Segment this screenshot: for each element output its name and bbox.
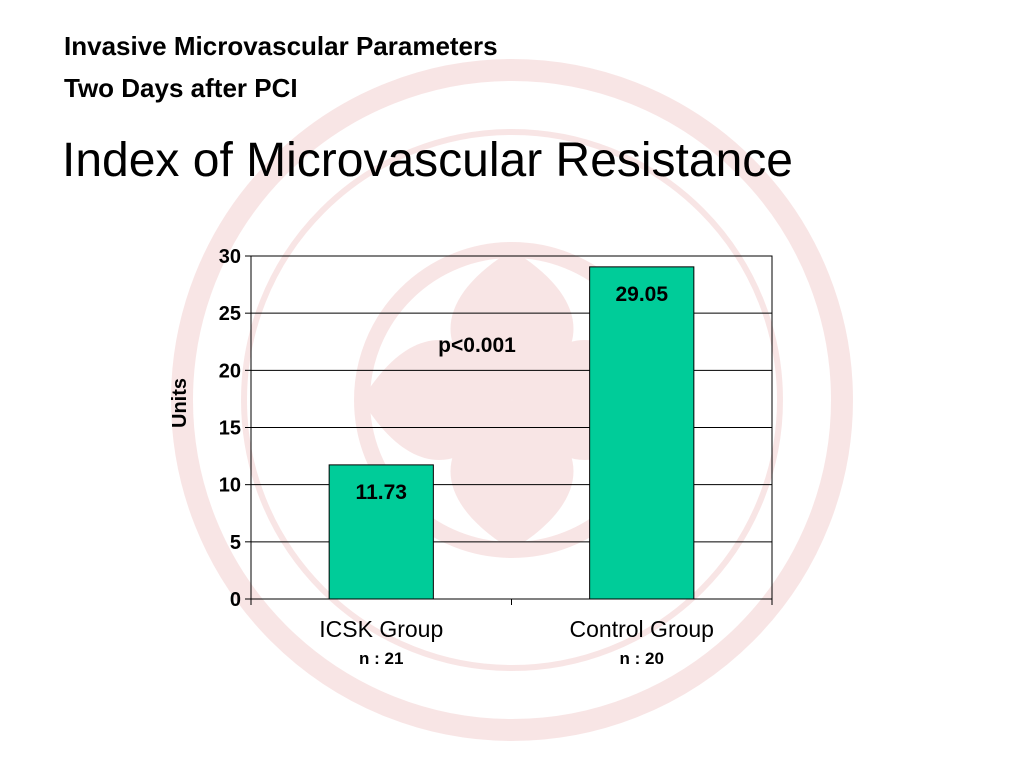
y-tick-label: 25 [219,303,241,325]
y-tick-label: 5 [230,532,241,554]
data-labels: 11.73 29.05 [356,283,669,504]
y-tick-label: 20 [219,360,241,382]
data-label: 11.73 [356,481,407,504]
bar-control-group [589,266,695,600]
y-tick-label: 15 [219,418,241,440]
category-labels: ICSK Group n : 21 Control Group n : 20 [319,616,714,668]
y-tick-label: 0 [230,589,241,611]
category-sample-size: n : 20 [620,649,664,668]
category-sample-size: n : 21 [359,649,403,668]
bars [328,266,695,600]
y-tick-label: 10 [219,475,241,497]
subtitle-line-2: Two Days after PCI [64,73,298,103]
y-tick-label: 30 [219,246,241,268]
y-ticks: 0 5 10 15 20 25 30 [219,246,251,611]
y-axis-label: Units [169,378,191,428]
p-value-annotation: p<0.001 [438,334,516,357]
subtitle-line-1: Invasive Microvascular Parameters [64,31,498,61]
category-label: ICSK Group [319,616,443,642]
data-label: 29.05 [615,283,668,306]
category-label: Control Group [570,616,714,642]
slide-title: Index of Microvascular Resistance [62,134,793,187]
x-ticks [250,599,773,605]
bar-icsk-group [328,464,434,600]
